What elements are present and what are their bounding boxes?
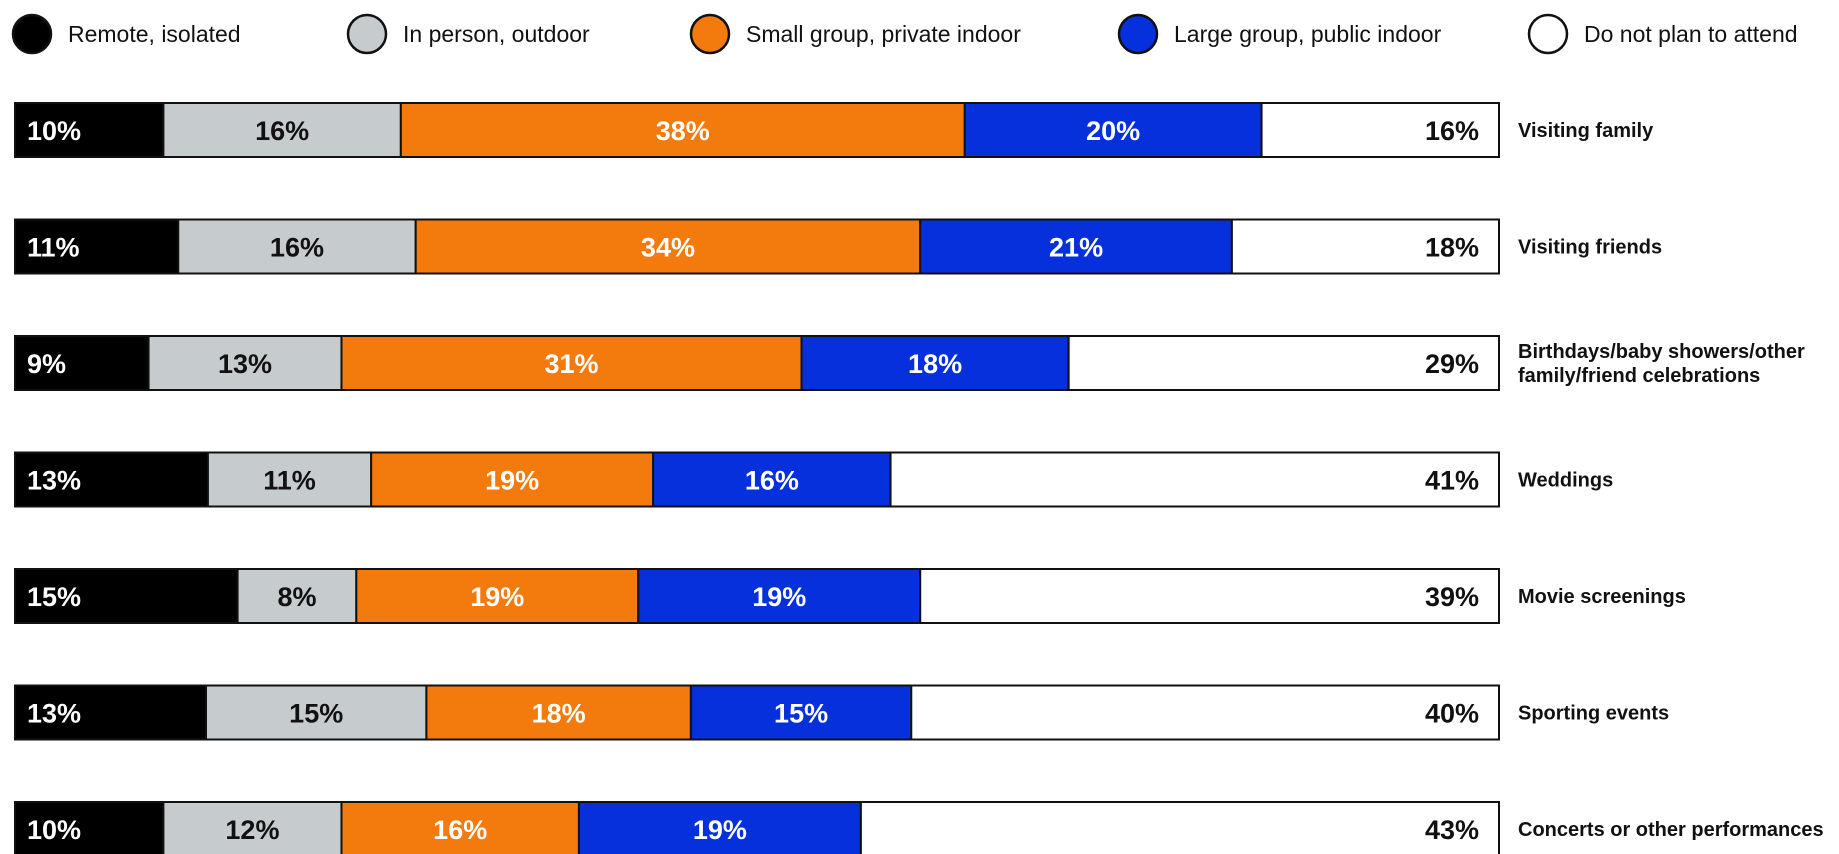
bar-row: 13% 11% 19% 16% 41% <box>14 451 1500 508</box>
data-label: 9% <box>27 349 66 379</box>
bar-segment <box>177 218 417 275</box>
data-label: 31% <box>544 349 598 379</box>
bar-segment <box>910 684 1500 741</box>
data-label: 16% <box>255 116 309 146</box>
legend-label: Large group, public indoor <box>1174 21 1442 47</box>
data-label: 16% <box>270 233 324 263</box>
legend-label: Remote, isolated <box>68 21 241 47</box>
data-label: 40% <box>1425 699 1479 729</box>
category-label: Concerts or other performances <box>1518 819 1824 841</box>
bar-segment <box>689 684 913 741</box>
bar-segment <box>162 801 343 854</box>
legend-item: Remote, isolated <box>11 13 241 55</box>
data-label: 39% <box>1425 582 1479 612</box>
bar-segment <box>206 451 373 508</box>
legend-item: In person, outdoor <box>346 13 590 55</box>
data-label: 19% <box>752 582 806 612</box>
bar-segment <box>1260 102 1501 158</box>
category-label: Visiting friends <box>1518 237 1662 259</box>
data-label: 8% <box>277 582 316 612</box>
category-label: Visiting family <box>1518 120 1654 142</box>
data-label: 18% <box>908 349 962 379</box>
bar-segment <box>1067 335 1500 391</box>
data-label: 12% <box>225 815 279 845</box>
bar-segment <box>14 102 165 158</box>
data-label: 41% <box>1425 466 1479 496</box>
data-label: 19% <box>693 815 747 845</box>
bar-row: 13% 15% 18% 15% 40% <box>14 684 1500 741</box>
data-label: 38% <box>656 116 710 146</box>
bar-segment <box>652 451 892 508</box>
bar-row: 10% 16% 38% 20% 16% <box>14 102 1501 158</box>
legend-item: Large group, public indoor <box>1117 13 1442 55</box>
data-label: 13% <box>218 349 272 379</box>
category-labels: Visiting family Visiting friends Birthdays… <box>1518 120 1824 841</box>
data-label: 13% <box>27 466 81 496</box>
bar-segment <box>399 102 966 158</box>
bar-segment <box>859 801 1500 854</box>
legend-swatch <box>1117 13 1159 55</box>
bar-segment <box>919 568 1500 624</box>
data-label: 18% <box>532 699 586 729</box>
legend-label: Do not plan to attend <box>1584 21 1798 47</box>
bar-segment <box>889 451 1500 508</box>
bar-row: 15% 8% 19% 19% 39% <box>14 568 1500 624</box>
data-label: 10% <box>27 815 81 845</box>
data-label: 18% <box>1425 233 1479 263</box>
data-label: 15% <box>774 699 828 729</box>
category-label: Weddings <box>1518 470 1613 492</box>
bar-segment <box>147 335 343 391</box>
bar-segment <box>919 218 1233 275</box>
category-label: Birthdays/baby showers/other family/frien… <box>1518 341 1805 387</box>
data-label: 20% <box>1086 116 1140 146</box>
legend: Remote, isolated In person, outdoor Small … <box>11 13 1798 55</box>
bar-segment <box>162 102 402 158</box>
legend-swatch <box>689 13 731 55</box>
data-label: 19% <box>470 582 524 612</box>
data-label: 15% <box>27 582 81 612</box>
data-label: 29% <box>1425 349 1479 379</box>
category-label-line: family/friend celebrations <box>1518 365 1760 387</box>
bar-row: 11% 16% 34% 21% 18% <box>14 218 1500 275</box>
legend-swatch <box>11 13 53 55</box>
legend-label: Small group, private indoor <box>746 21 1021 47</box>
data-label: 15% <box>289 699 343 729</box>
legend-label: In person, outdoor <box>403 21 590 47</box>
data-label: 34% <box>641 233 695 263</box>
data-label: 13% <box>27 699 81 729</box>
category-label: Sporting events <box>1518 703 1669 725</box>
bar-segment <box>1230 218 1500 275</box>
data-label: 16% <box>433 815 487 845</box>
legend-swatch <box>1527 13 1569 55</box>
bar-segment <box>14 801 165 854</box>
legend-swatch <box>346 13 388 55</box>
data-label: 11% <box>27 233 80 263</box>
data-label: 11% <box>263 466 316 496</box>
data-label: 21% <box>1049 233 1103 263</box>
plot-area: 10% 16% 38% 20% 16% 11% 16% 34% 21% 18% 9% 13% 31% 18… <box>14 102 1501 854</box>
legend-item: Do not plan to attend <box>1527 13 1798 55</box>
data-label: 19% <box>485 466 539 496</box>
legend-item: Small group, private indoor <box>689 13 1021 55</box>
bar-row: 9% 13% 31% 18% 29% <box>14 335 1500 391</box>
bar-segment <box>14 451 209 508</box>
bar-segment <box>355 568 640 624</box>
bar-segment <box>14 568 239 624</box>
data-label: 16% <box>1425 116 1479 146</box>
data-label: 10% <box>27 116 81 146</box>
data-label: 16% <box>745 466 799 496</box>
bar-segment <box>14 218 180 275</box>
data-label: 43% <box>1425 815 1479 845</box>
category-label: Movie screenings <box>1518 586 1686 608</box>
bar-segment <box>800 335 1070 391</box>
category-label-line: Birthdays/baby showers/other <box>1518 341 1805 363</box>
bar-segment <box>205 684 428 741</box>
bar-segment <box>370 451 655 508</box>
bar-segment <box>637 568 922 624</box>
bar-row: 10% 12% 16% 19% 43% <box>14 801 1500 854</box>
bar-segment <box>340 335 803 391</box>
bar-segment <box>414 218 922 275</box>
bar-segment <box>236 568 358 624</box>
